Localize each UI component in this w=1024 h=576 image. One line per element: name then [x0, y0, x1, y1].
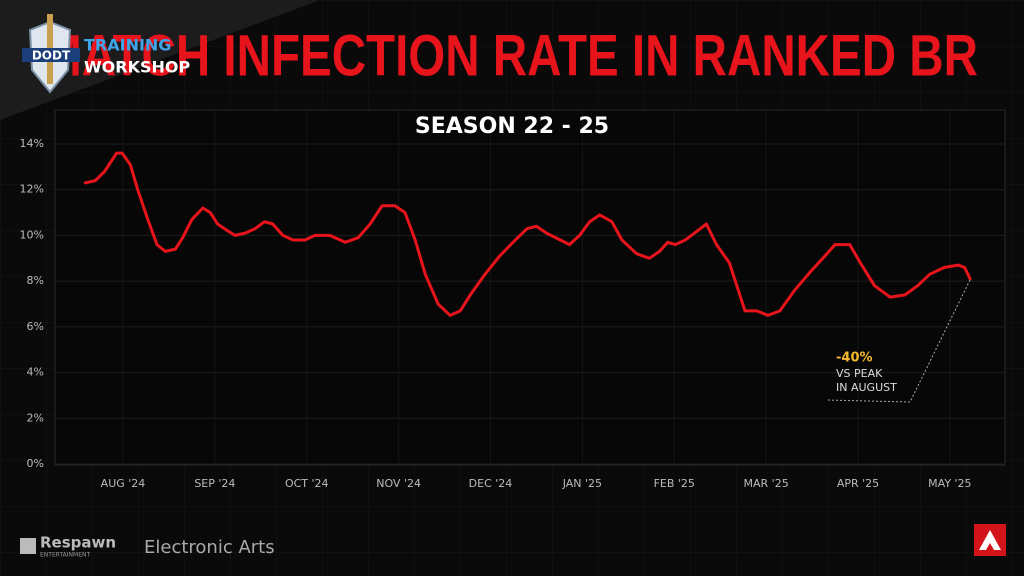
x-tick-label: MAY '25: [928, 477, 971, 490]
x-tick-label: OCT '24: [285, 477, 329, 490]
logo-line1: TRAINING: [84, 36, 171, 55]
y-tick-label: 8%: [27, 274, 44, 287]
y-tick-label: 12%: [20, 183, 44, 196]
footer-brand-sub: ENTERTAINMENT: [40, 552, 90, 559]
logo-line2: WORKSHOP: [84, 58, 190, 77]
chart-subtitle: SEASON 22 - 25: [415, 114, 609, 139]
x-tick-label: DEC '24: [469, 477, 513, 490]
footer-brand: Electronic Arts: [144, 537, 275, 558]
slide-title: MATCH INFECTION RATE IN RANKED BR: [42, 24, 978, 89]
annotation-value: -40%: [836, 351, 873, 366]
x-tick-label: JAN '25: [562, 477, 602, 490]
plot-panel: [54, 109, 1006, 466]
y-tick-label: 0%: [27, 457, 44, 470]
y-tick-label: 4%: [27, 366, 44, 379]
x-tick-label: APR '25: [837, 477, 879, 490]
x-tick-label: MAR '25: [744, 477, 789, 490]
logo-mark: DODT: [32, 49, 71, 63]
y-tick-label: 2%: [27, 411, 44, 424]
corner-shade: [0, 0, 320, 120]
respawn-icon: [20, 538, 36, 554]
apex-glyph: [979, 530, 1001, 550]
annotation-leader: [825, 279, 971, 403]
logo-band: [22, 48, 80, 62]
y-tick-label: 10%: [20, 228, 44, 241]
x-tick-label: AUG '24: [101, 477, 146, 490]
logo: DODT TRAINING WORKSHOP: [22, 14, 190, 94]
y-tick-label: 14%: [20, 137, 44, 150]
y-tick-label: 6%: [27, 320, 44, 333]
x-tick-label: NOV '24: [376, 477, 421, 490]
footer-brand: Respawn: [40, 534, 116, 552]
annotation-text: VS PEAK: [836, 367, 883, 380]
data-line: [83, 151, 972, 317]
annotation-text: IN AUGUST: [836, 381, 897, 394]
x-tick-label: FEB '25: [654, 477, 695, 490]
x-tick-label: SEP '24: [194, 477, 235, 490]
